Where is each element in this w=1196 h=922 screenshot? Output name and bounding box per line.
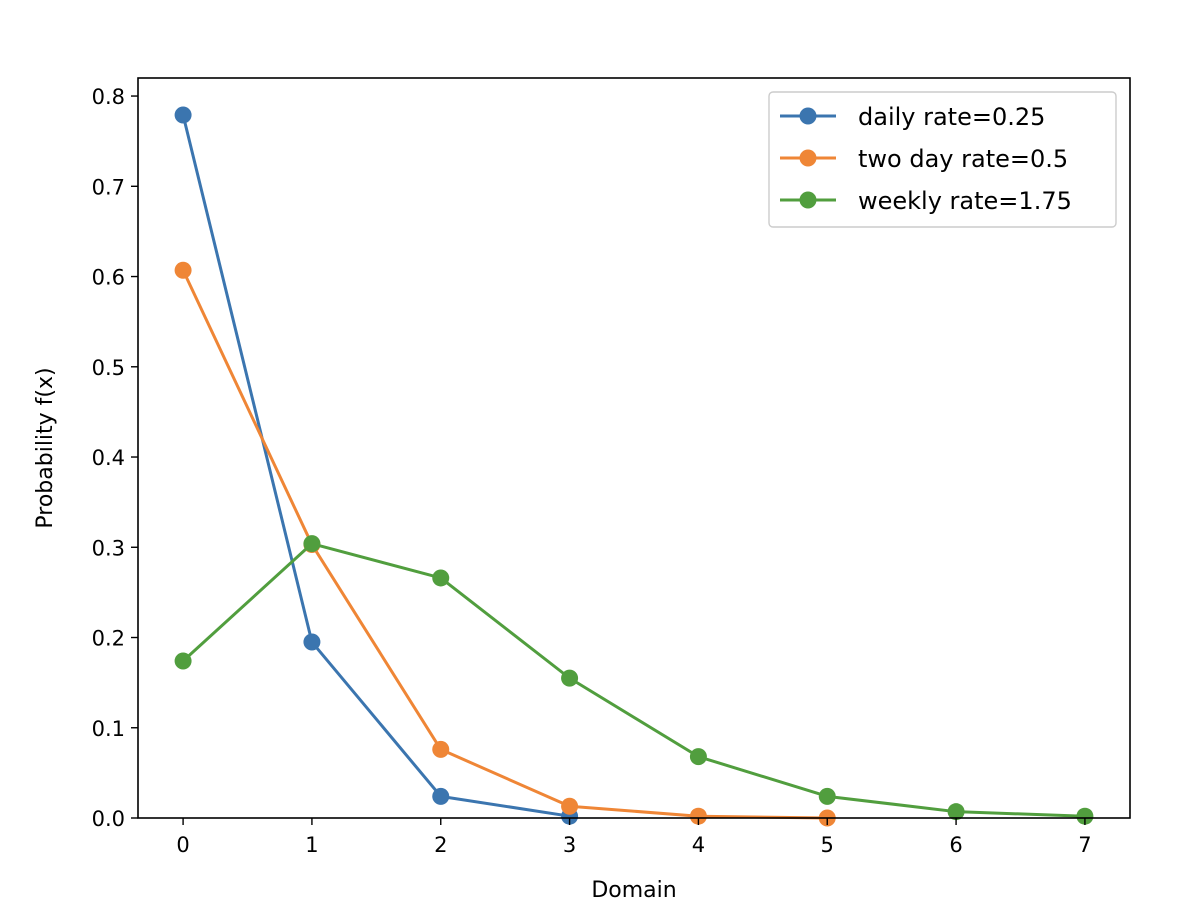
legend-swatch-marker <box>799 149 817 167</box>
x-tick-label: 3 <box>563 833 576 857</box>
legend-swatch-marker <box>799 107 817 125</box>
legend-label: daily rate=0.25 <box>858 103 1045 131</box>
x-tick-label: 6 <box>949 833 962 857</box>
y-tick-label: 0.6 <box>92 266 125 290</box>
y-tick-label: 0.2 <box>92 627 125 651</box>
x-tick-label: 1 <box>305 833 318 857</box>
y-tick-label: 0.3 <box>92 536 125 560</box>
data-point <box>689 807 707 825</box>
x-axis-title: Domain <box>591 878 676 903</box>
data-point <box>174 652 192 670</box>
data-point <box>303 535 321 553</box>
data-point <box>689 748 707 766</box>
y-tick-label: 0.4 <box>92 446 125 470</box>
data-point <box>561 669 579 687</box>
x-tick-label: 4 <box>692 833 705 857</box>
data-point <box>174 106 192 124</box>
y-tick-label: 0.7 <box>92 175 125 199</box>
data-point <box>947 803 965 821</box>
series-2 <box>174 261 836 827</box>
y-tick-label: 0.0 <box>92 807 125 831</box>
plot-frame <box>137 77 1131 819</box>
legend-item: weekly rate=1.75 <box>780 187 1072 215</box>
x-tick-label: 7 <box>1078 833 1091 857</box>
legend-item: daily rate=0.25 <box>780 103 1045 131</box>
data-point <box>432 787 450 805</box>
legend: daily rate=0.25 two day rate=0.5 weekly ra… <box>768 91 1117 228</box>
series-layer <box>174 106 1094 827</box>
data-point <box>432 740 450 758</box>
legend-swatch-marker <box>799 191 817 209</box>
series-line <box>182 542 1085 818</box>
data-point <box>561 797 579 815</box>
y-tick-label: 0.5 <box>92 356 125 380</box>
y-tick-label: 0.1 <box>92 717 125 741</box>
data-point <box>1076 807 1094 825</box>
data-point <box>174 261 192 279</box>
x-tick-label: 2 <box>434 833 447 857</box>
series-line <box>181 114 570 818</box>
data-point <box>818 787 836 805</box>
legend-item: two day rate=0.5 <box>780 145 1068 173</box>
series-3 <box>174 535 1094 825</box>
data-point <box>303 633 321 651</box>
y-tick-label: 0.8 <box>92 85 125 109</box>
legend-label: two day rate=0.5 <box>858 145 1068 173</box>
legend-box <box>768 91 1117 228</box>
y-axis: 0.0 0.1 0.2 0.3 0.4 0.5 0.6 0.7 0.8 <box>92 85 138 831</box>
x-tick-label: 0 <box>176 833 189 857</box>
series-line <box>181 269 828 820</box>
y-axis-title: Probability f(x) <box>33 367 58 528</box>
data-point <box>432 569 450 587</box>
series-1 <box>174 106 579 825</box>
x-tick-label: 5 <box>821 833 834 857</box>
legend-label: weekly rate=1.75 <box>858 187 1072 215</box>
x-axis: 0 1 2 3 4 5 6 7 <box>176 818 1092 857</box>
